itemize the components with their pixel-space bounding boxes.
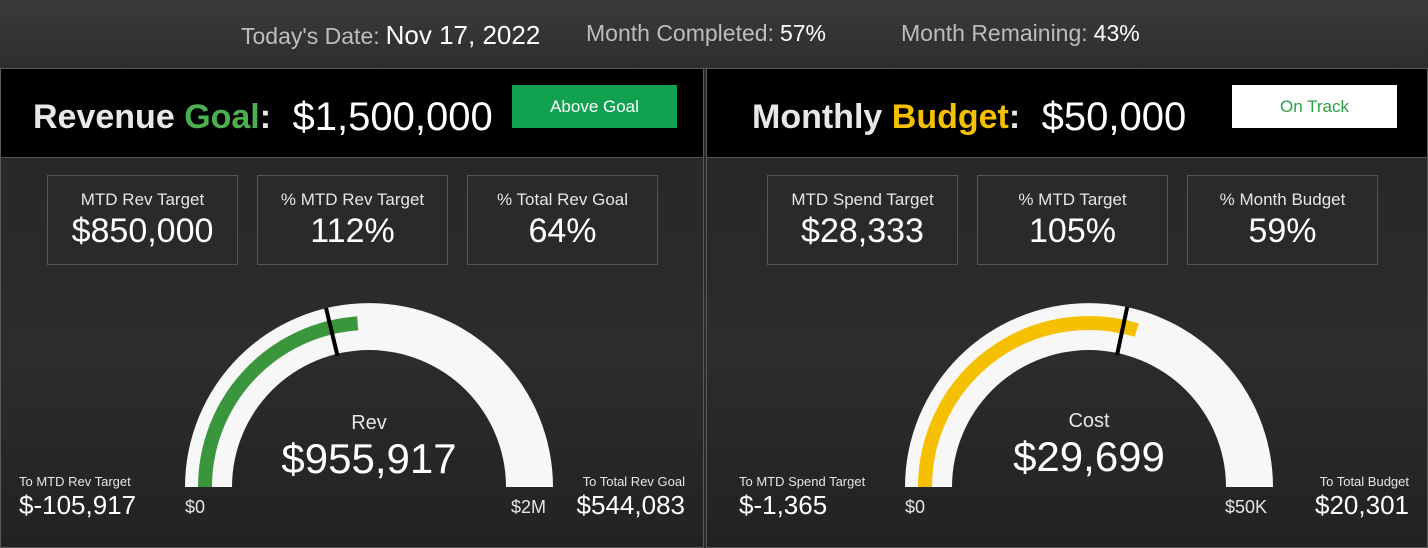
revenue-title-word: Revenue (33, 98, 175, 136)
kpi-label: % Month Budget (1219, 190, 1346, 209)
month-remaining-label: Month Remaining: (901, 20, 1088, 46)
month-completed: Month Completed: 57% (586, 20, 826, 47)
revenue-gauge-min: $0 (185, 497, 206, 517)
revenue-gauge-center: Rev $955,917 (269, 412, 469, 483)
top-summary-bar: Today's Date: Nov 17, 2022 Month Complete… (0, 0, 1428, 69)
budget-gauge-min: $0 (905, 497, 926, 517)
revenue-header: Revenue Goal: $1,500,000 Above Goal (1, 69, 703, 158)
budget-gauge-max: $50K (1225, 497, 1268, 517)
kpi-label: % Total Rev Goal (496, 190, 629, 209)
budget-gauge-value: $29,699 (1013, 433, 1165, 480)
revenue-gauge-max: $2M (511, 497, 547, 517)
kpi-value: 112% (310, 212, 395, 250)
budget-gauge-fill (918, 316, 1139, 488)
revenue-gauge-fill (198, 316, 359, 488)
month-remaining: Month Remaining: 43% (901, 20, 1140, 47)
kpi-pct-mtd-target: % MTD Target 105% (977, 175, 1168, 265)
to-total-rev-goal-label: To Total Rev Goal (582, 474, 685, 489)
to-mtd-rev-target-value: $-105,917 (19, 490, 137, 520)
kpi-label: % MTD Rev Target (280, 190, 425, 209)
month-completed-value: 57% (779, 20, 826, 46)
kpi-pct-total-rev-goal: % Total Rev Goal 64% (467, 175, 658, 265)
kpi-mtd-spend-target: MTD Spend Target $28,333 (767, 175, 958, 265)
kpi-value: $28,333 (801, 212, 924, 250)
revenue-panel: Revenue Goal: $1,500,000 Above Goal MTD … (0, 68, 704, 548)
budget-amount: $50,000 (1041, 95, 1187, 139)
revenue-gauge (185, 303, 553, 488)
to-total-budget-value: $20,301 (1315, 490, 1409, 520)
kpi-label: % MTD Target (1018, 190, 1127, 209)
revenue-title-colon: : (259, 98, 272, 136)
revenue-title: Revenue Goal: $1,500,000 (33, 93, 493, 139)
to-total-budget-label: To Total Budget (1319, 474, 1409, 489)
budget-gauge-label: Cost (1068, 410, 1110, 432)
todays-date-label: Today's Date: (241, 23, 380, 49)
to-mtd-spend-target-value: $-1,365 (739, 490, 828, 520)
revenue-goal-amount: $1,500,000 (292, 95, 493, 139)
todays-date-value: Nov 17, 2022 (385, 20, 541, 50)
budget-panel: Monthly Budget: $50,000 On Track MTD Spe… (706, 68, 1428, 548)
kpi-value: $850,000 (71, 212, 214, 250)
budget-gauge (905, 303, 1273, 488)
kpi-value: 64% (528, 212, 597, 250)
budget-gauge-target-marker (1115, 306, 1130, 356)
to-mtd-rev-target-label: To MTD Rev Target (19, 474, 131, 489)
revenue-gauge-target-marker (324, 307, 340, 357)
revenue-gauge-label: Rev (351, 412, 387, 434)
kpi-label: MTD Spend Target (791, 190, 934, 209)
todays-date: Today's Date: Nov 17, 2022 (241, 20, 540, 51)
kpi-label: MTD Rev Target (80, 190, 205, 209)
kpi-mtd-rev-target: MTD Rev Target $850,000 (47, 175, 238, 265)
kpi-pct-month-budget: % Month Budget 59% (1187, 175, 1378, 265)
month-remaining-value: 43% (1093, 20, 1140, 46)
revenue-gauge-value: $955,917 (281, 435, 457, 482)
kpi-value: 59% (1248, 212, 1317, 250)
kpi-pct-mtd-rev-target: % MTD Rev Target 112% (257, 175, 448, 265)
budget-title-budget: Budget (891, 98, 1009, 136)
budget-gauge-center: Cost $29,699 (989, 410, 1189, 481)
revenue-title-goal: Goal (184, 98, 260, 136)
to-mtd-spend-target-label: To MTD Spend Target (739, 474, 866, 489)
to-total-rev-goal-value: $544,083 (576, 490, 685, 520)
budget-header: Monthly Budget: $50,000 On Track (707, 69, 1427, 158)
budget-title-colon: : (1008, 98, 1021, 136)
month-completed-label: Month Completed: (586, 20, 774, 46)
budget-title-word: Monthly (752, 98, 883, 136)
budget-status-badge: On Track (1232, 85, 1397, 128)
revenue-status-badge: Above Goal (512, 85, 677, 128)
budget-title: Monthly Budget: $50,000 (752, 93, 1187, 139)
kpi-value: 105% (1029, 212, 1116, 250)
